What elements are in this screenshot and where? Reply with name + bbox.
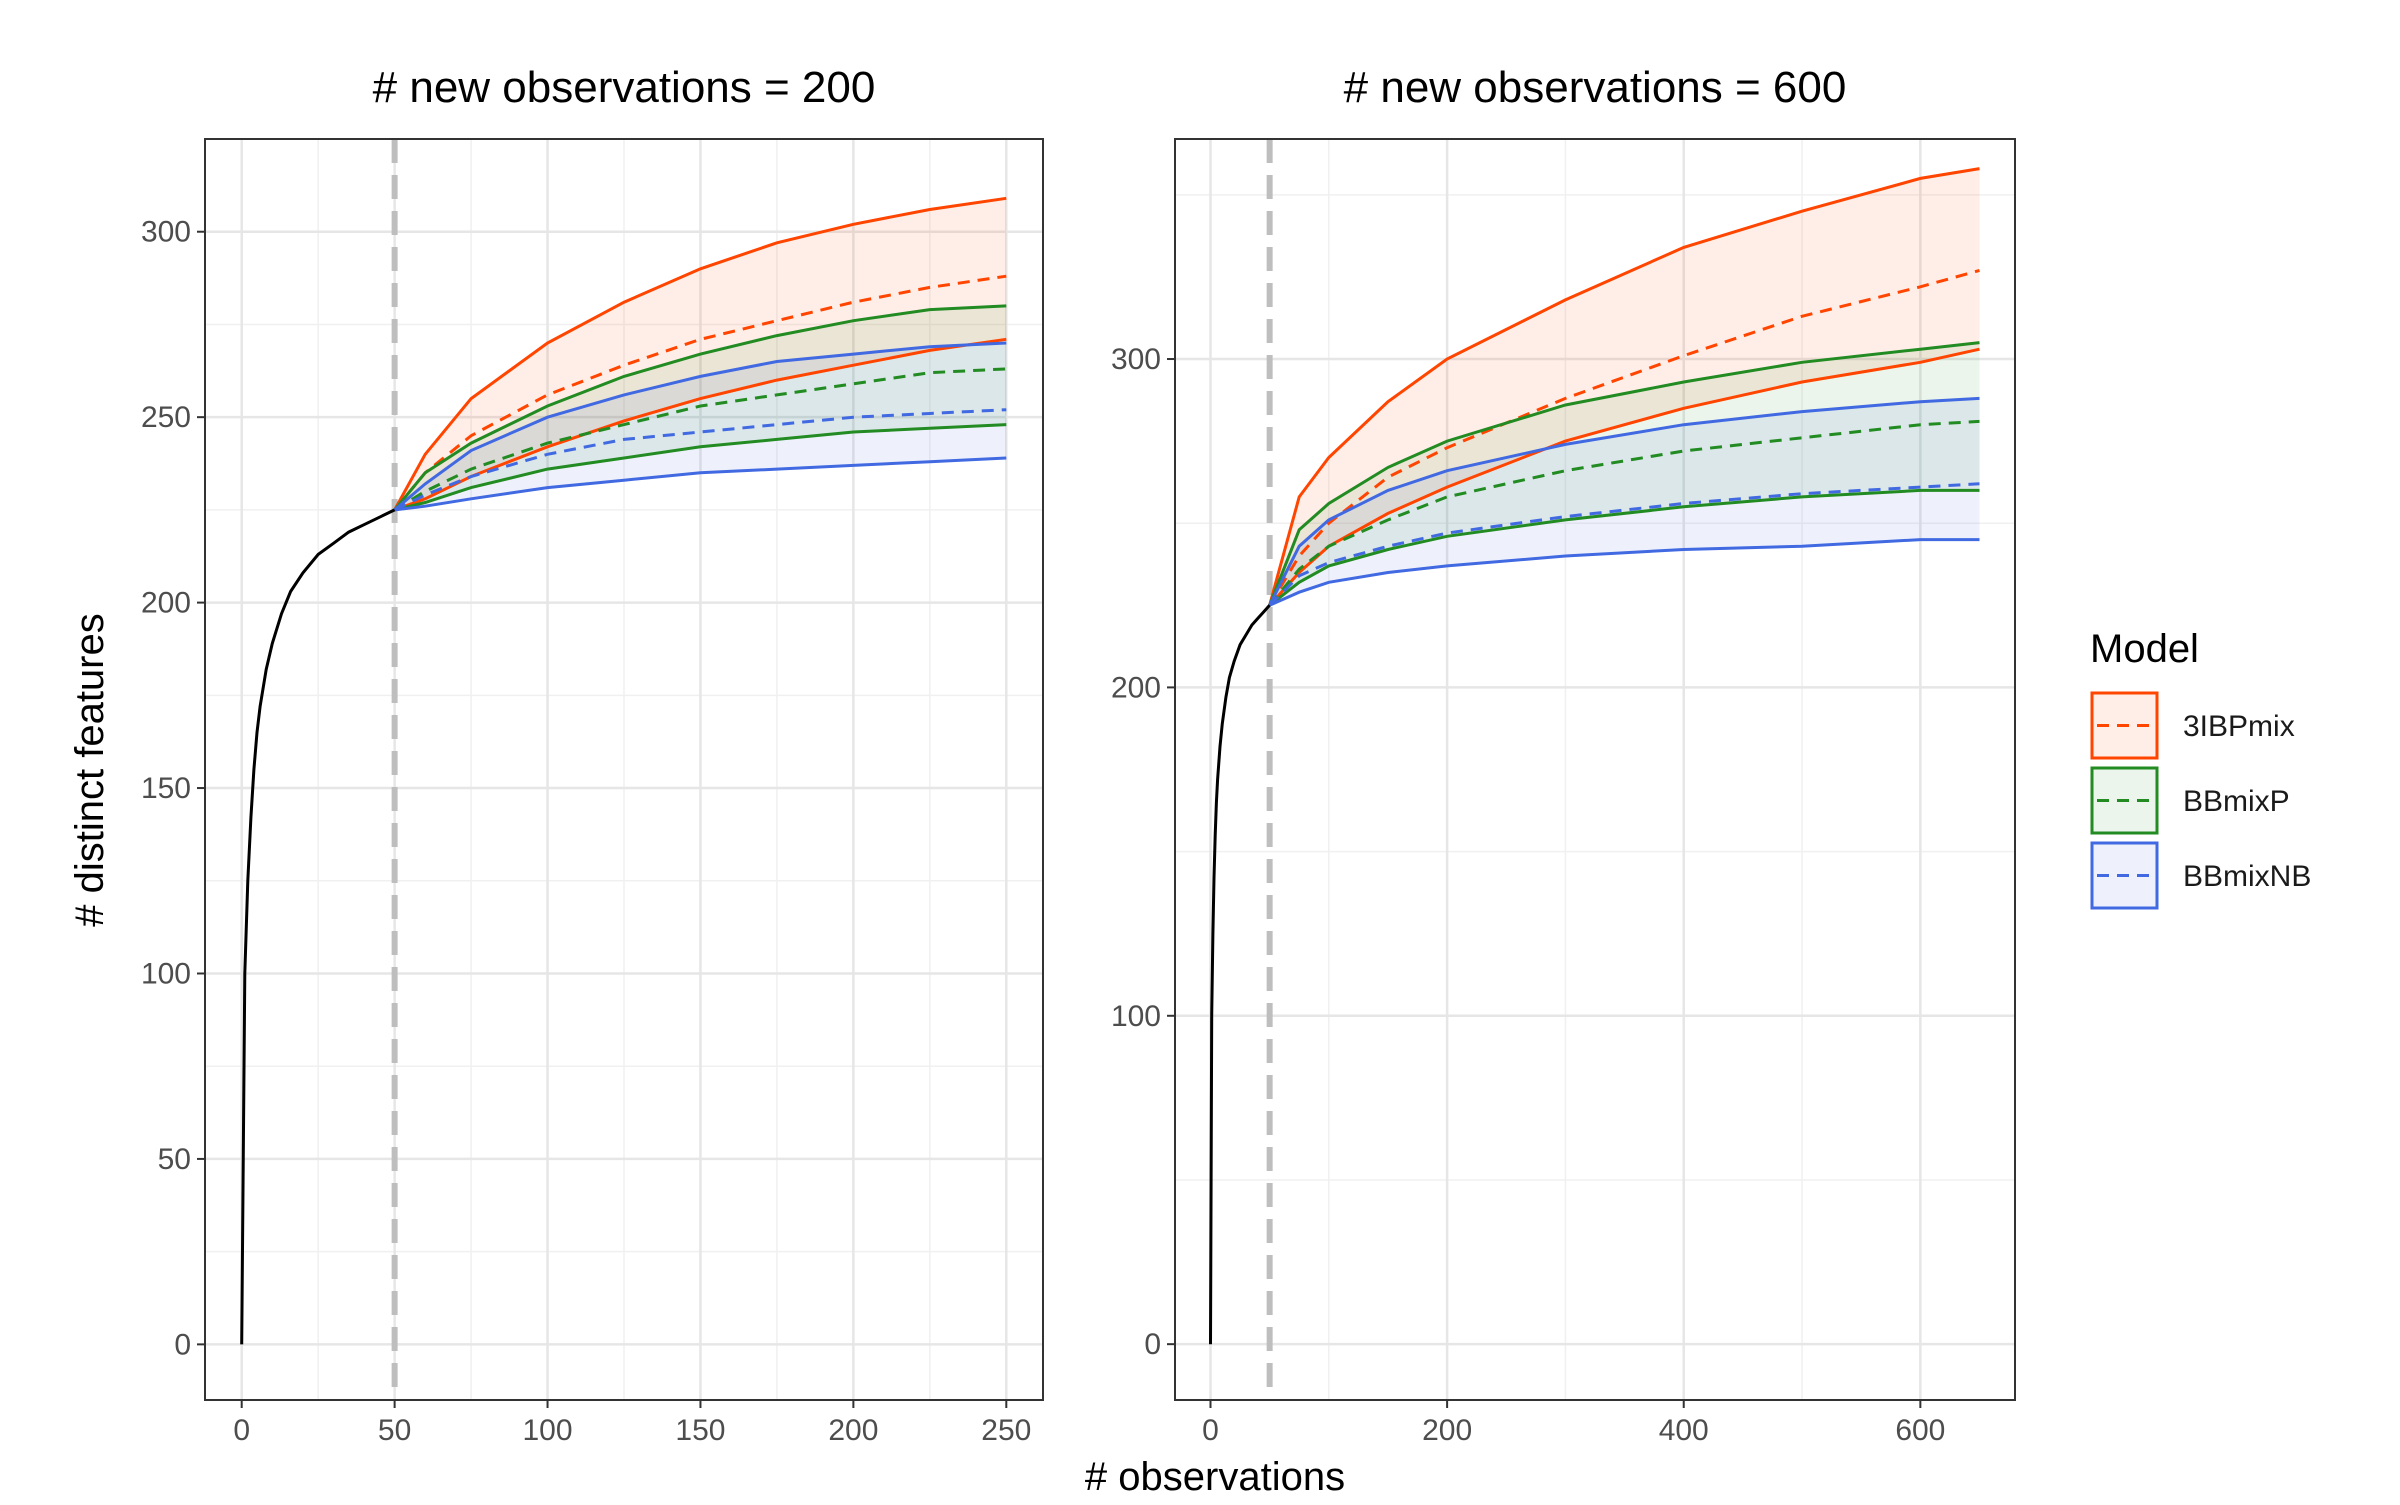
- band-BBmixP: [1269, 342, 1980, 606]
- mean-line-BBmixNB: [393, 408, 1007, 512]
- y-tick-label: 150: [141, 772, 191, 805]
- x-tick-label: 200: [1422, 1414, 1472, 1447]
- legend-item-BBmixP: BBmixP: [2090, 766, 2290, 835]
- mean-line-BBmixP: [1268, 419, 1980, 607]
- legend-label: 3IBPmix: [2183, 710, 2295, 743]
- y-axis-title: # distinct features: [68, 613, 112, 927]
- legend-item-BBmixNB: BBmixNB: [2090, 841, 2311, 910]
- x-tick-label: 0: [233, 1414, 250, 1447]
- chart-panel-2: 0 200 400 600 0 100 200 300 # new observations =…: [1111, 63, 2016, 1447]
- x-tick-label: 150: [675, 1414, 725, 1447]
- observed-curve: [240, 508, 396, 1345]
- y-tick-label: 50: [158, 1143, 191, 1176]
- y-tick-label: 250: [141, 401, 191, 434]
- upper-bound-3IBPmix: [393, 196, 1007, 511]
- y-tick-label: 200: [1111, 671, 1161, 704]
- legend-label: BBmixNB: [2183, 860, 2311, 893]
- y-tick-label: 300: [1111, 343, 1161, 376]
- x-tick-label: 0: [1202, 1414, 1219, 1447]
- legend-label: BBmixP: [2183, 785, 2290, 818]
- lower-bound-3IBPmix: [394, 337, 1007, 512]
- panel-border: [1174, 138, 2016, 1401]
- upper-bound-BBmixNB: [1268, 396, 1980, 606]
- x-tick-label: 100: [523, 1414, 573, 1447]
- x-tick-label: 50: [378, 1414, 411, 1447]
- panel-border: [204, 138, 1044, 1401]
- band-BBmixNB: [1269, 398, 1980, 606]
- legend: Model 3IBPmix BBmixP BBmixNB: [2090, 627, 2311, 910]
- chart-panel-1: 0 50 100 150 200 250 0 50 100 150 200 250 300 # new o…: [141, 63, 1044, 1447]
- upper-bound-BBmixNB: [393, 341, 1007, 512]
- observed-curve: [1209, 604, 1271, 1345]
- panel-title: # new observations = 600: [1344, 63, 1847, 112]
- lower-bound-BBmixP: [1268, 488, 1980, 607]
- y-tick-label: 200: [141, 587, 191, 620]
- panel-background: [1175, 139, 2015, 1400]
- x-tick-label: 400: [1659, 1414, 1709, 1447]
- y-tick-label: 100: [1111, 1000, 1161, 1033]
- mean-line-BBmixP: [393, 367, 1007, 512]
- y-tick-label: 0: [1144, 1328, 1161, 1361]
- y-tick-label: 0: [174, 1328, 191, 1361]
- upper-bound-3IBPmix: [1268, 167, 1980, 606]
- y-tick-label: 300: [141, 216, 191, 249]
- x-tick-label: 600: [1895, 1414, 1945, 1447]
- x-tick-label: 250: [981, 1414, 1031, 1447]
- upper-bound-BBmixP: [393, 304, 1007, 511]
- band-BBmixP: [394, 305, 1007, 510]
- y-tick-label: 100: [141, 957, 191, 990]
- x-axis-title: # observations: [1085, 1455, 1345, 1499]
- lower-bound-BBmixNB: [1268, 538, 1980, 607]
- lower-bound-BBmixP: [394, 423, 1007, 512]
- panel-title: # new observations = 200: [373, 63, 876, 112]
- legend-title: Model: [2090, 627, 2199, 671]
- band-3IBPmix: [1269, 168, 1980, 606]
- upper-bound-BBmixP: [1268, 341, 1980, 606]
- x-tick-label: 200: [828, 1414, 878, 1447]
- legend-item-3IBPmix: 3IBPmix: [2090, 691, 2295, 760]
- lower-bound-BBmixNB: [394, 456, 1007, 512]
